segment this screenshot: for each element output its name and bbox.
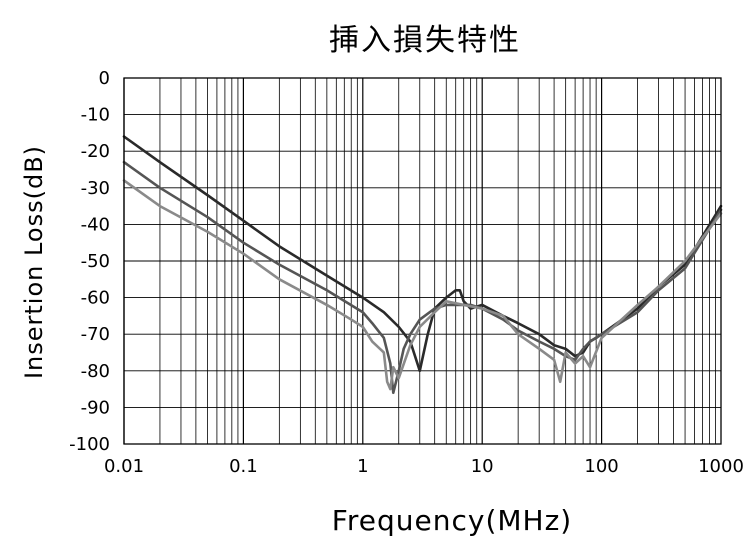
y-tick-label: 0 — [99, 68, 110, 89]
grid-lines — [123, 77, 721, 445]
x-tick-label: 1000 — [698, 456, 744, 477]
x-tick-label: 0.01 — [104, 456, 144, 477]
series-line-3 — [122, 179, 723, 391]
y-tick-label: -30 — [81, 178, 110, 199]
y-axis-label: Insertion Loss(dB) — [20, 145, 48, 379]
y-tick-label: -90 — [81, 397, 110, 418]
y-tick-label: -60 — [81, 288, 110, 309]
series-lines — [122, 135, 723, 395]
series-line-2 — [122, 160, 723, 395]
plot-area-border — [123, 77, 722, 445]
y-tick-label: -10 — [81, 105, 110, 126]
y-tick-labels: 0 -10 -20 -30 -40 -50 -60 -70 -80 -90 -100 — [69, 68, 110, 455]
y-tick-label: -100 — [69, 434, 110, 455]
x-tick-label: 0.1 — [229, 456, 258, 477]
x-tick-label: 1 — [357, 456, 368, 477]
chart-title: 挿入損失特性 — [329, 23, 521, 58]
y-tick-label: -80 — [81, 361, 110, 382]
y-tick-label: -40 — [81, 214, 110, 235]
y-tick-label: -70 — [81, 324, 110, 345]
y-tick-label: -20 — [81, 141, 110, 162]
x-tick-label: 100 — [584, 456, 618, 477]
x-tick-labels: 0.01 0.1 1 10 100 1000 — [104, 456, 744, 477]
y-tick-label: -50 — [81, 251, 110, 272]
x-axis-label: Frequency(MHz) — [332, 504, 572, 537]
x-tick-label: 10 — [471, 456, 494, 477]
